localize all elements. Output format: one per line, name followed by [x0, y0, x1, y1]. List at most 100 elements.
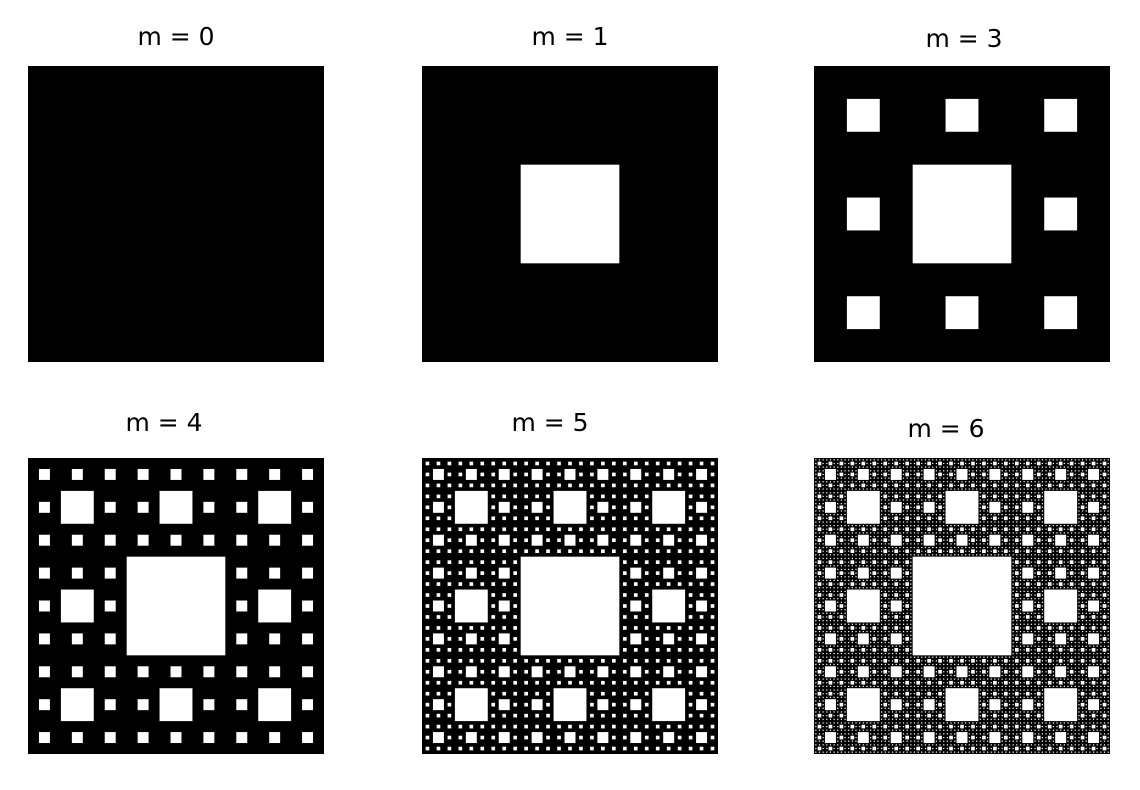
carpet-hole: [833, 521, 835, 523]
carpet-hole: [1041, 641, 1044, 644]
carpet-hole: [883, 461, 888, 466]
carpet-hole: [1044, 490, 1078, 524]
carpet-hole: [1038, 612, 1040, 614]
carpet-hole: [1074, 535, 1076, 538]
carpet-hole: [1081, 514, 1084, 516]
carpet-hole: [1078, 561, 1080, 563]
carpet-hole: [840, 459, 843, 461]
carpet-hole: [1089, 528, 1091, 530]
carpet-hole: [601, 527, 605, 532]
carpet-hole: [905, 637, 910, 641]
carpet-hole: [1063, 561, 1065, 563]
carpet-hole: [644, 505, 649, 510]
carpet-hole: [990, 528, 992, 530]
carpet-hole: [302, 666, 314, 678]
carpet-hole: [1107, 590, 1109, 592]
carpet-hole: [902, 561, 905, 563]
carpet-hole: [932, 689, 934, 691]
carpet-hole: [1045, 572, 1047, 574]
carpet-hole: [833, 554, 835, 556]
carpet-hole: [1019, 700, 1022, 702]
carpet-hole: [502, 516, 507, 521]
carpet-hole: [840, 645, 843, 647]
carpet-hole: [924, 484, 927, 487]
carpet-hole: [899, 693, 901, 695]
carpet-hole: [1049, 481, 1051, 483]
carpet-hole: [924, 693, 927, 695]
carpet-hole: [960, 461, 964, 466]
carpet-hole: [1008, 521, 1011, 523]
carpet-hole: [826, 466, 828, 468]
carpet-hole: [1078, 594, 1080, 596]
carpet-hole: [906, 459, 908, 461]
carpet-hole: [498, 567, 510, 579]
carpet-hole: [840, 685, 843, 688]
carpet-hole: [1081, 587, 1084, 589]
carpet-hole: [1027, 481, 1029, 483]
carpet-hole: [880, 477, 883, 479]
carpet-hole: [895, 466, 897, 468]
carpet-hole: [1078, 572, 1080, 574]
carpet-hole: [891, 484, 894, 487]
carpet-hole: [829, 620, 832, 622]
carpet-hole: [1038, 466, 1040, 468]
carpet-hole: [1071, 587, 1073, 589]
carpet-hole: [1019, 652, 1022, 655]
carpet-hole: [844, 594, 846, 596]
carpet-hole: [990, 685, 992, 688]
carpet-hole: [436, 691, 441, 696]
carpet-hole: [1016, 674, 1018, 677]
carpet-hole: [932, 678, 934, 680]
carpet-hole: [644, 472, 649, 477]
carpet-hole: [906, 663, 908, 666]
carpet-hole: [817, 648, 822, 652]
carpet-hole: [844, 674, 846, 677]
carpet-hole: [1023, 744, 1025, 746]
carpet-hole: [932, 711, 934, 713]
carpet-hole: [848, 649, 850, 651]
carpet-hole: [862, 579, 864, 582]
carpet-hole: [1074, 473, 1076, 476]
carpet-hole: [1030, 649, 1033, 651]
carpet-hole: [888, 722, 890, 724]
carpet-hole: [872, 669, 877, 674]
carpet-hole: [888, 616, 890, 618]
carpet-hole: [622, 713, 627, 718]
carpet-hole: [872, 648, 877, 652]
carpet-hole: [1023, 554, 1025, 556]
carpet-hole: [880, 751, 883, 753]
carpet-hole: [840, 481, 843, 483]
carpet-hole: [943, 729, 945, 731]
carpet-hole: [837, 521, 839, 523]
carpet-hole: [1091, 582, 1096, 586]
carpet-hole: [1067, 484, 1069, 487]
carpet-hole: [986, 715, 989, 717]
carpet-hole: [848, 488, 850, 490]
carpet-hole: [1034, 652, 1036, 655]
carpet-hole: [1045, 557, 1047, 560]
carpet-hole: [1074, 462, 1076, 465]
carpet-hole: [1085, 459, 1087, 461]
carpet-hole: [1081, 609, 1084, 611]
carpet-hole: [1008, 707, 1011, 709]
carpet-hole: [932, 466, 934, 468]
carpet-hole: [902, 656, 905, 658]
carpet-hole: [837, 514, 839, 516]
carpet-hole: [851, 543, 853, 545]
carpet-hole: [913, 524, 916, 527]
carpet-hole: [1103, 481, 1106, 483]
carpet-hole: [491, 735, 496, 740]
carpet-hole: [824, 468, 836, 480]
carpet-hole: [1030, 689, 1033, 691]
carpet-hole: [1085, 561, 1087, 563]
carpet-hole: [1012, 616, 1014, 618]
carpet-hole: [817, 615, 822, 619]
carpet-hole: [1038, 641, 1040, 644]
carpet-hole: [1001, 488, 1003, 490]
carpet-hole: [910, 495, 912, 497]
carpet-hole: [1052, 462, 1054, 465]
carpet-hole: [1041, 481, 1044, 483]
carpet-hole: [848, 729, 850, 731]
carpet-hole: [917, 459, 919, 461]
carpet-hole: [1067, 568, 1069, 571]
